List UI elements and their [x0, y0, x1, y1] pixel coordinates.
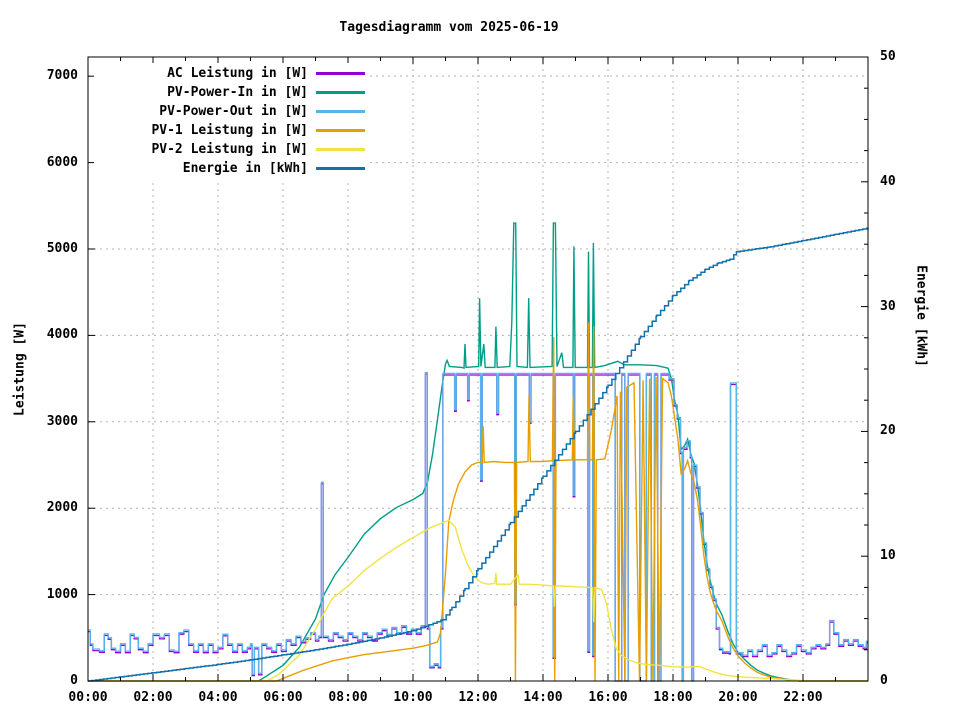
legend-item-pv1: PV-1 Leistung in [W]: [96, 121, 365, 140]
legend-item-energie: Energie in [kWh]: [96, 159, 365, 178]
legend-label: Energie in [kWh]: [182, 161, 308, 176]
x-tick-label: 04:00: [198, 690, 238, 705]
x-tick-label: 10:00: [393, 690, 433, 705]
x-tick-label: 16:00: [588, 690, 628, 705]
y-right-tick-label: 20: [880, 423, 896, 439]
legend-item-pv2: PV-2 Leistung in [W]: [96, 140, 365, 159]
x-tick-label: 06:00: [263, 690, 303, 705]
legend-line-swatch: [316, 110, 365, 113]
y-left-tick-label: 0: [70, 673, 78, 688]
chart-legend: AC Leistung in [W] PV-Power-In in [W] PV-P…: [94, 63, 369, 180]
series-pv_power_in: [88, 222, 868, 682]
x-tick-label: 20:00: [718, 690, 758, 705]
series-pv2: [88, 519, 868, 682]
series-pv_power_out: [88, 371, 868, 682]
legend-line-swatch: [316, 167, 365, 170]
legend-item-ac: AC Leistung in [W]: [96, 64, 365, 83]
x-tick-label: 22:00: [783, 690, 823, 705]
legend-item-pv_power_in: PV-Power-In in [W]: [96, 83, 365, 102]
legend-item-pv_power_out: PV-Power-Out in [W]: [96, 102, 365, 121]
y-axis-label-right: Energie [kWh]: [913, 265, 929, 367]
y-left-tick-label: 4000: [46, 327, 78, 343]
y-right-tick-label: 30: [880, 298, 896, 314]
legend-line-swatch: [316, 91, 365, 94]
legend-label: PV-Power-Out in [W]: [159, 104, 308, 119]
x-tick-label: 18:00: [653, 690, 693, 705]
y-left-tick-label: 6000: [46, 154, 78, 170]
y-right-tick-label: 40: [880, 173, 896, 189]
y-right-tick-label: 10: [880, 548, 896, 564]
y-left-tick-label: 5000: [46, 240, 78, 256]
legend-line-swatch: [316, 72, 365, 75]
chart-title: Tagesdiagramm vom 2025-06-19: [339, 20, 559, 35]
y-left-tick-label: 1000: [46, 586, 78, 602]
legend-line-swatch: [316, 129, 365, 132]
series-energie: [88, 227, 869, 682]
legend-label: PV-Power-In in [W]: [167, 85, 308, 100]
y-left-tick-label: 3000: [46, 413, 78, 429]
x-tick-label: 02:00: [133, 690, 173, 705]
y-left-tick-label: 2000: [46, 500, 78, 516]
x-tick-label: 14:00: [523, 690, 563, 705]
x-tick-label: 00:00: [68, 690, 108, 705]
legend-label: AC Leistung in [W]: [167, 66, 308, 81]
legend-line-swatch: [316, 148, 365, 151]
legend-label: PV-2 Leistung in [W]: [151, 142, 308, 157]
y-left-tick-label: 7000: [46, 68, 78, 84]
x-tick-label: 12:00: [458, 690, 498, 705]
y-right-tick-label: 50: [880, 49, 896, 64]
x-tick-label: 08:00: [328, 690, 368, 705]
y-right-tick-label: 0: [880, 673, 888, 688]
legend-label: PV-1 Leistung in [W]: [151, 123, 308, 138]
